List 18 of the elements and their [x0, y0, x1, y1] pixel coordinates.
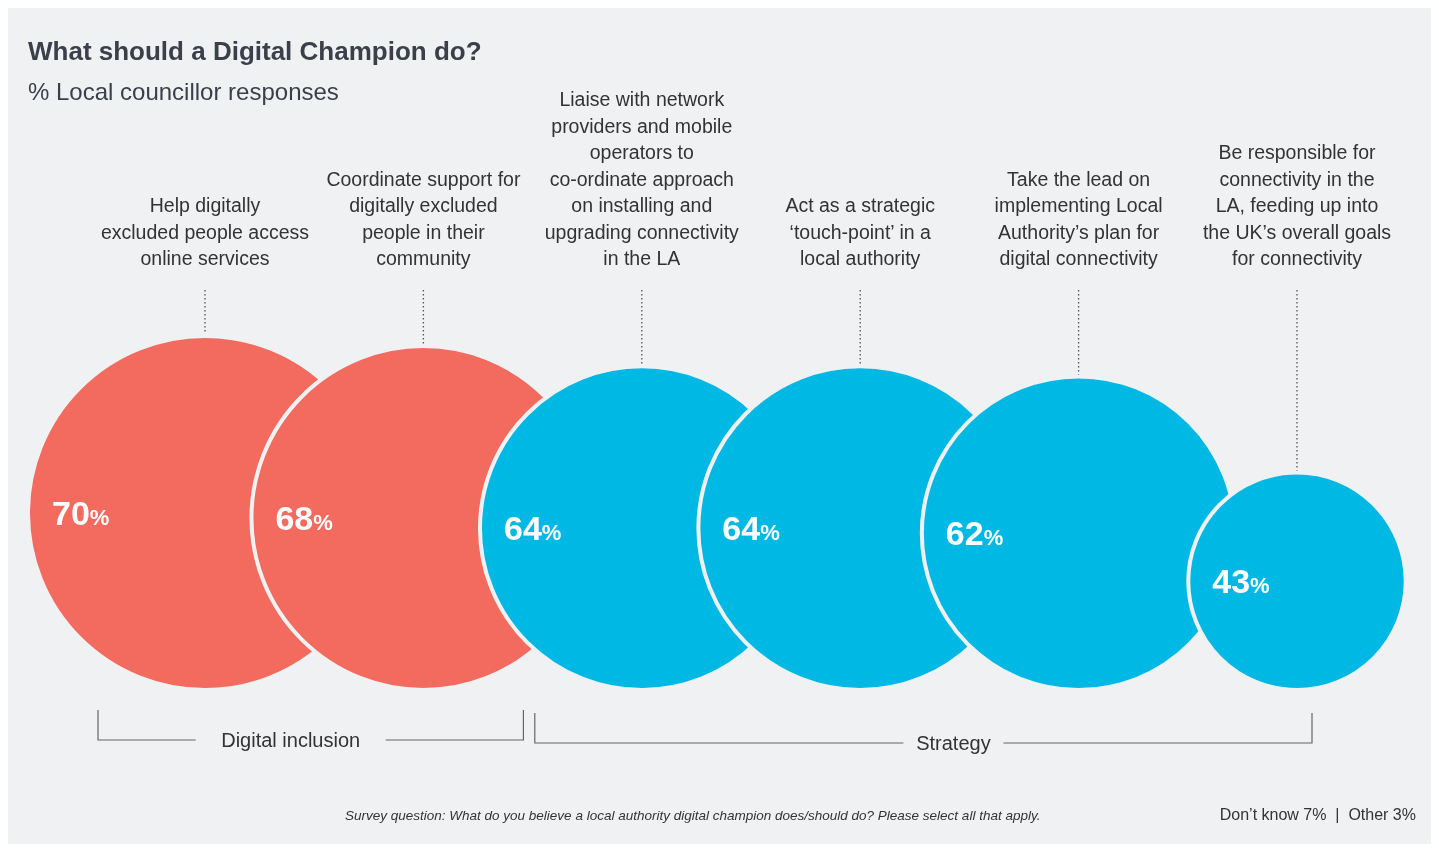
data-label: 62% [945, 514, 1004, 553]
data-label: 70% [52, 494, 110, 532]
data-label: 64% [503, 509, 562, 548]
text: Digital inclusion [221, 729, 361, 751]
text: Survey question: What do you believe a local authority digital champion does/should do? Please select all that apply. [345, 808, 1041, 823]
category-label: Help digitally excluded people access online services [100, 194, 310, 269]
category-label: Be responsible for connectivity in the LA, feeding up into the UK’s overall goals for connectivity [1202, 141, 1392, 269]
text: Strategy [916, 732, 991, 754]
text: What should a Digital Champion do? [28, 36, 482, 66]
text: Don’t know 7% | Other 3% [1219, 806, 1416, 823]
text: % Local councillor responses [28, 78, 339, 105]
data-label: 68% [275, 499, 333, 538]
data-label: 43% [1212, 562, 1270, 601]
data-label: 64% [722, 509, 780, 548]
category-label: Take the lead on implementing Local Authority’s plan for digital connectivity [994, 167, 1163, 269]
category-label: Act as a strategic ‘touch-point’ in a local authority [785, 194, 936, 269]
category-label: Liaise with network providers and mobile operators to co-ordinate approach on installing and upgrading connectivity in the LA [544, 88, 740, 269]
category-label: Coordinate support for digitally excluded people in their community [326, 167, 521, 269]
